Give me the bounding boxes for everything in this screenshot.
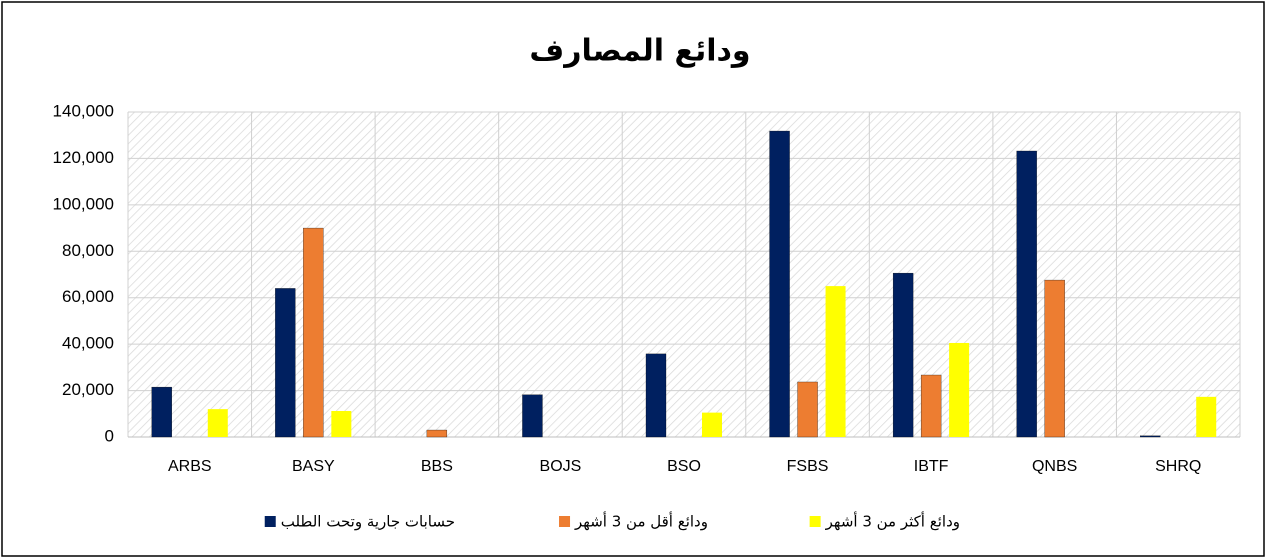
chart-title: ودائع المصارف xyxy=(529,34,750,69)
x-tick-label: BBS xyxy=(421,458,453,475)
y-tick-label: 120,000 xyxy=(53,148,114,167)
y-tick-label: 100,000 xyxy=(53,194,114,213)
bar xyxy=(303,227,324,438)
bar xyxy=(1140,435,1161,438)
bar xyxy=(1196,396,1217,437)
x-tick-label: IBTF xyxy=(914,458,949,475)
y-tick-label: 80,000 xyxy=(62,241,114,260)
bar xyxy=(151,386,172,438)
bar xyxy=(949,342,970,437)
x-tick-label: SHRQ xyxy=(1155,458,1201,475)
x-tick-label: FSBS xyxy=(787,458,829,475)
y-tick-label: 140,000 xyxy=(53,101,114,120)
bar xyxy=(825,286,846,437)
bar xyxy=(275,288,296,438)
x-tick-label: BASY xyxy=(292,458,335,475)
bar xyxy=(426,429,448,438)
legend-swatch xyxy=(809,516,821,527)
x-tick-label: BSO xyxy=(667,458,701,475)
bar xyxy=(769,130,790,438)
x-tick-label: ARBS xyxy=(168,458,212,475)
bar xyxy=(331,411,352,437)
bar xyxy=(207,409,228,437)
legend-label: حسابات جارية وتحت الطلب xyxy=(281,513,455,531)
legend-label: ودائع أكثر من 3 أشهر xyxy=(825,512,960,531)
y-tick-label: 20,000 xyxy=(62,380,114,399)
bar xyxy=(797,381,818,438)
bar xyxy=(1044,279,1065,438)
bar xyxy=(702,412,722,437)
legend-swatch xyxy=(264,516,276,527)
y-tick-label: 40,000 xyxy=(62,334,114,353)
x-tick-label: BOJS xyxy=(540,458,582,475)
bar xyxy=(892,272,914,438)
y-tick-label: 0 xyxy=(105,426,114,445)
bar xyxy=(522,394,543,438)
legend-swatch xyxy=(559,516,571,527)
x-tick-label: QNBS xyxy=(1032,458,1077,475)
y-tick-label: 60,000 xyxy=(62,287,114,306)
bar xyxy=(645,353,667,438)
legend-label: ودائع أقل من 3 أشهر xyxy=(574,512,708,531)
bar xyxy=(920,374,942,438)
bar xyxy=(1016,150,1037,438)
